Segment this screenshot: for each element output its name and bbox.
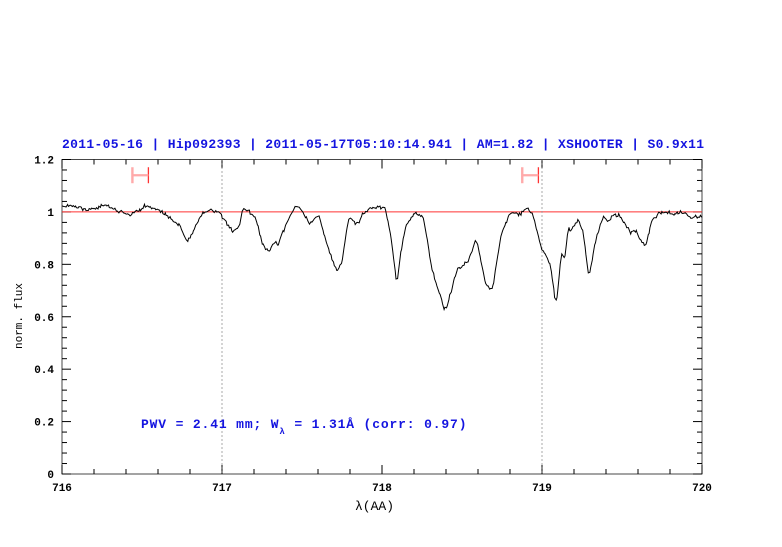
svg-text:718: 718 <box>372 483 392 495</box>
svg-text:0.6: 0.6 <box>34 313 54 325</box>
svg-text:0.2: 0.2 <box>34 418 54 430</box>
svg-text:1.2: 1.2 <box>34 156 54 168</box>
svg-text:1: 1 <box>47 208 54 220</box>
svg-text:717: 717 <box>212 483 232 495</box>
svg-text:0: 0 <box>47 470 54 482</box>
svg-text:0.4: 0.4 <box>34 365 54 377</box>
svg-text:720: 720 <box>692 483 712 495</box>
svg-text:0.8: 0.8 <box>34 260 54 272</box>
svg-text:716: 716 <box>52 483 72 495</box>
svg-text:719: 719 <box>532 483 552 495</box>
